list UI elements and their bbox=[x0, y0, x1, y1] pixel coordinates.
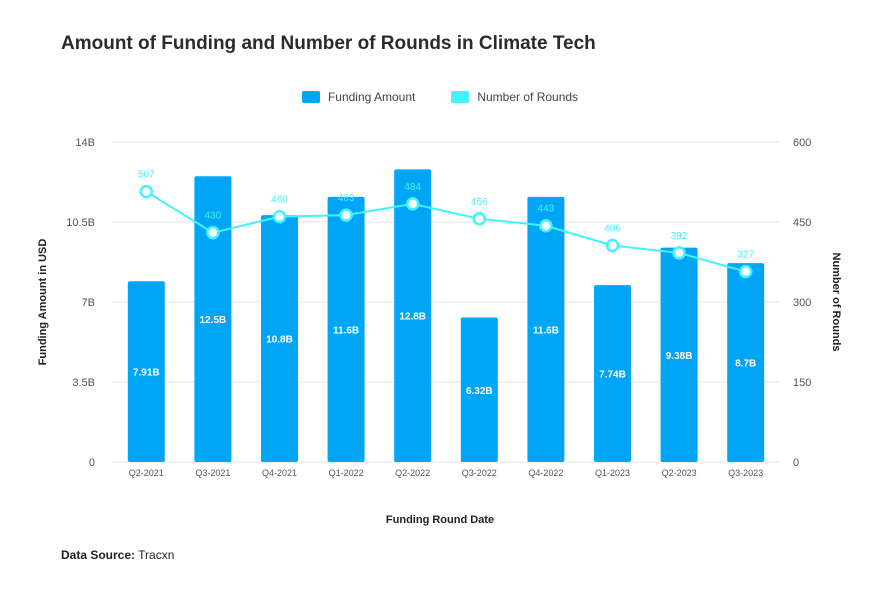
rounds-value-label: 456 bbox=[471, 197, 488, 208]
rounds-value-label: 463 bbox=[338, 193, 355, 204]
bar-q4-2022[interactable] bbox=[527, 196, 565, 462]
bar-value-label: 11.6B bbox=[333, 325, 359, 336]
rounds-point-q3-2023[interactable] bbox=[738, 264, 753, 279]
y2-axis-title: Number of Rounds bbox=[830, 253, 842, 352]
bar-q3-2023[interactable] bbox=[727, 263, 765, 462]
rounds-point-q1-2022[interactable] bbox=[339, 208, 353, 222]
rounds-point-q3-2021[interactable] bbox=[206, 225, 220, 240]
y2-tick-label: 300 bbox=[793, 297, 811, 309]
bar-q3-2021[interactable] bbox=[194, 176, 232, 463]
bar-value-label: 7.91B bbox=[133, 368, 160, 379]
y-tick-label: 3.5B bbox=[72, 377, 95, 389]
rounds-point-q4-2022[interactable] bbox=[539, 218, 553, 233]
legend-item-rounds[interactable]: Number of Rounds bbox=[451, 90, 578, 104]
data-source: Data Source: Tracxn bbox=[61, 548, 174, 562]
rounds-value-label: 430 bbox=[205, 211, 222, 222]
bar-value-label: 12.5B bbox=[200, 315, 227, 326]
bar-q4-2021[interactable] bbox=[261, 215, 298, 462]
x-tick-label: Q1-2022 bbox=[329, 468, 364, 478]
rounds-point-q2-2022[interactable] bbox=[405, 197, 420, 211]
bar-value-label: 9.38B bbox=[666, 351, 693, 362]
y-tick-label: 7B bbox=[82, 297, 95, 309]
rounds-point-q1-2023[interactable] bbox=[605, 238, 620, 253]
y-axis-title: Funding Amount in USD bbox=[37, 239, 49, 366]
legend-label-funding: Funding Amount bbox=[327, 90, 416, 104]
rounds-point-q2-2021[interactable] bbox=[139, 184, 154, 199]
bar-value-label: 7.74B bbox=[599, 370, 626, 381]
legend-item-funding[interactable]: Funding Amount bbox=[301, 90, 416, 104]
x-tick-label: Q3-2021 bbox=[195, 468, 230, 478]
bar-value-label: 10.8B bbox=[266, 335, 293, 346]
x-axis-title: Funding Round Date bbox=[386, 514, 494, 526]
legend: Funding Amount Number of Rounds bbox=[0, 90, 880, 104]
bar-q2-2021[interactable] bbox=[127, 281, 165, 462]
y2-tick-label: 450 bbox=[793, 217, 811, 229]
data-source-value: Tracxn bbox=[138, 548, 175, 562]
y2-tick-label: 600 bbox=[793, 137, 811, 149]
legend-swatch-funding bbox=[301, 91, 320, 103]
y-tick-label: 0 bbox=[89, 457, 95, 469]
rounds-value-label: 484 bbox=[404, 182, 421, 193]
bar-value-label: 8.7B bbox=[735, 359, 756, 370]
x-tick-label: Q2-2022 bbox=[395, 468, 430, 478]
bar-q2-2022[interactable] bbox=[394, 169, 432, 462]
x-tick-label: Q1-2023 bbox=[595, 468, 630, 478]
y2-tick-label: 150 bbox=[793, 377, 811, 389]
y-tick-label: 14B bbox=[75, 137, 95, 149]
chart-title: Amount of Funding and Number of Rounds i… bbox=[61, 33, 596, 54]
rounds-point-q4-2021[interactable] bbox=[272, 209, 287, 224]
y2-tick-label: 0 bbox=[793, 457, 799, 469]
x-tick-label: Q2-2023 bbox=[662, 468, 697, 478]
rounds-value-label: 443 bbox=[538, 204, 555, 215]
rounds-point-q3-2022[interactable] bbox=[472, 212, 487, 226]
bar-q1-2022[interactable] bbox=[327, 196, 365, 462]
legend-label-rounds: Number of Rounds bbox=[477, 90, 579, 104]
x-tick-label: Q4-2021 bbox=[262, 468, 297, 478]
bar-q1-2023[interactable] bbox=[594, 285, 631, 462]
data-source-label: Data Source: bbox=[61, 548, 136, 562]
rounds-value-label: 406 bbox=[604, 223, 621, 234]
bar-value-label: 12.8B bbox=[399, 312, 426, 323]
y-tick-label: 10.5B bbox=[66, 217, 95, 229]
x-tick-label: Q2-2021 bbox=[129, 468, 164, 478]
bar-value-label: 11.6B bbox=[533, 325, 559, 336]
bar-q2-2023[interactable] bbox=[660, 247, 698, 462]
bar-q3-2022[interactable] bbox=[460, 317, 498, 462]
legend-swatch-rounds bbox=[451, 91, 470, 103]
rounds-line: 507 430 460 463 484 456 443 406 392 327 bbox=[138, 170, 754, 279]
rounds-value-label: 507 bbox=[138, 170, 155, 181]
rounds-value-label: 392 bbox=[671, 231, 688, 242]
axes: 0 3.5B 7B 10.5B 14B 0 150 300 450 600 Q2-2021 Q3-20… bbox=[66, 137, 811, 478]
x-tick-label: Q4-2022 bbox=[528, 468, 563, 478]
rounds-value-label: 460 bbox=[271, 195, 288, 206]
bar-value-label: 6.32B bbox=[466, 386, 493, 397]
bars: 7.91B 12.5B 10.8B 11.6B 12.8B 6.32B 11.6B 7.74B… bbox=[127, 169, 765, 463]
rounds-point-q2-2023[interactable] bbox=[672, 246, 686, 260]
rounds-polyline bbox=[145, 190, 746, 273]
x-tick-label: Q3-2022 bbox=[462, 468, 497, 478]
x-tick-label: Q3-2023 bbox=[728, 468, 763, 478]
rounds-value-label: 327 bbox=[737, 250, 754, 261]
